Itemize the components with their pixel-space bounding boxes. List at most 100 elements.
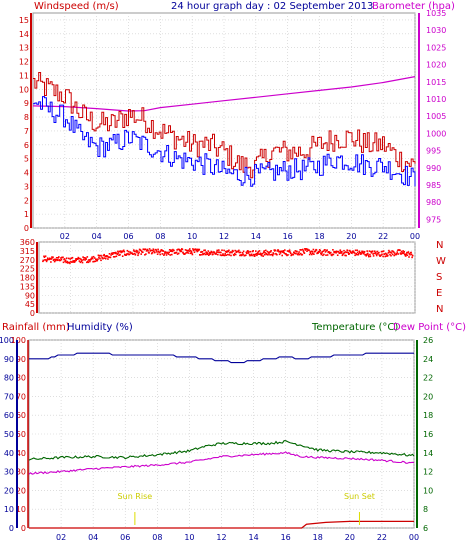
gust-line (33, 72, 416, 179)
direction-point (355, 252, 357, 255)
direction-point (311, 253, 313, 256)
direction-point (403, 250, 405, 253)
direction-point (150, 249, 152, 252)
direction-point (252, 253, 255, 256)
wind-x-tick: 14 (251, 232, 261, 241)
direction-point (340, 251, 342, 253)
direction-point (167, 253, 170, 255)
direction-point (71, 256, 74, 259)
direction-point (286, 254, 288, 257)
direction-point (220, 254, 223, 257)
humidity-x-tick: 00 (409, 533, 419, 542)
baro-y-tick: 985 (426, 181, 441, 190)
direction-point (296, 250, 298, 253)
direction-point (115, 255, 118, 258)
direction-point (234, 253, 237, 256)
direction-point (402, 250, 404, 252)
direction-point (140, 250, 143, 252)
direction-point (390, 252, 393, 254)
direction-point (341, 254, 344, 257)
direction-point (281, 251, 284, 253)
direction-point (258, 250, 261, 252)
temperature-y-tick: 6 (423, 524, 428, 533)
direction-point (227, 250, 230, 253)
direction-point (304, 249, 307, 251)
direction-point (303, 252, 306, 254)
direction-point (397, 249, 399, 251)
direction-point (358, 252, 360, 255)
direction-point (85, 258, 87, 260)
direction-point (209, 251, 211, 254)
direction-point (238, 249, 240, 252)
direction-point (155, 249, 158, 252)
direction-point (332, 249, 334, 251)
direction-point (308, 249, 310, 251)
direction-point (245, 251, 248, 254)
temperature-y-tick: 14 (423, 449, 433, 458)
direction-point (230, 254, 232, 257)
direction-point (410, 253, 413, 256)
direction-point (147, 250, 149, 252)
direction-point (317, 252, 319, 254)
direction-point (135, 249, 138, 252)
direction-point (272, 252, 274, 254)
direction-point (154, 251, 156, 254)
direction-point (262, 251, 265, 254)
direction-point (365, 253, 368, 256)
direction-point (88, 259, 91, 261)
wind-x-tick: 16 (283, 232, 293, 241)
wind-x-tick: 18 (314, 232, 324, 241)
direction-point (384, 252, 387, 255)
direction-point (62, 261, 65, 264)
direction-point (355, 253, 358, 256)
direction-point (207, 250, 210, 252)
wind-y-tick: 12 (19, 58, 29, 67)
direction-point (55, 257, 58, 259)
direction-point (222, 254, 225, 257)
temperature-y-tick: 8 (423, 505, 428, 514)
direction-point (156, 253, 159, 255)
direction-point (191, 252, 193, 255)
direction-y-tick: 225 (20, 265, 35, 274)
direction-point (108, 253, 111, 255)
direction-point (369, 255, 372, 258)
direction-point (368, 250, 371, 252)
direction-point (391, 253, 394, 256)
direction-point (306, 248, 309, 251)
direction-point (278, 251, 280, 253)
direction-point (90, 257, 93, 260)
direction-point (171, 253, 173, 256)
direction-point (72, 261, 75, 263)
direction-point (117, 252, 120, 254)
direction-point (159, 250, 162, 253)
direction-point (283, 251, 285, 253)
direction-point (50, 261, 52, 263)
direction-point (341, 250, 343, 253)
direction-point (146, 248, 149, 251)
baro-y-tick: 975 (426, 215, 441, 224)
direction-point (227, 253, 229, 256)
baro-y-tick: 1005 (426, 112, 446, 121)
direction-point (309, 252, 312, 255)
direction-point (279, 252, 282, 254)
direction-point (326, 249, 328, 251)
direction-point (188, 250, 190, 252)
humidity-y-tick: 100 (0, 336, 14, 345)
direction-point (202, 253, 205, 256)
direction-point (342, 252, 345, 255)
windspeed-label: Windspeed (m/s) (34, 1, 119, 12)
direction-point (60, 258, 63, 261)
rainfall-y-tick: 40 (16, 449, 26, 458)
direction-point (385, 255, 388, 257)
direction-point (384, 255, 386, 258)
direction-point (78, 257, 80, 260)
direction-point (263, 250, 265, 252)
direction-point (184, 249, 187, 251)
direction-point (376, 250, 379, 253)
wind-y-tick: 6 (24, 141, 29, 150)
direction-point (203, 252, 206, 255)
direction-point (121, 251, 123, 253)
direction-point (400, 250, 403, 253)
direction-point (254, 253, 257, 256)
